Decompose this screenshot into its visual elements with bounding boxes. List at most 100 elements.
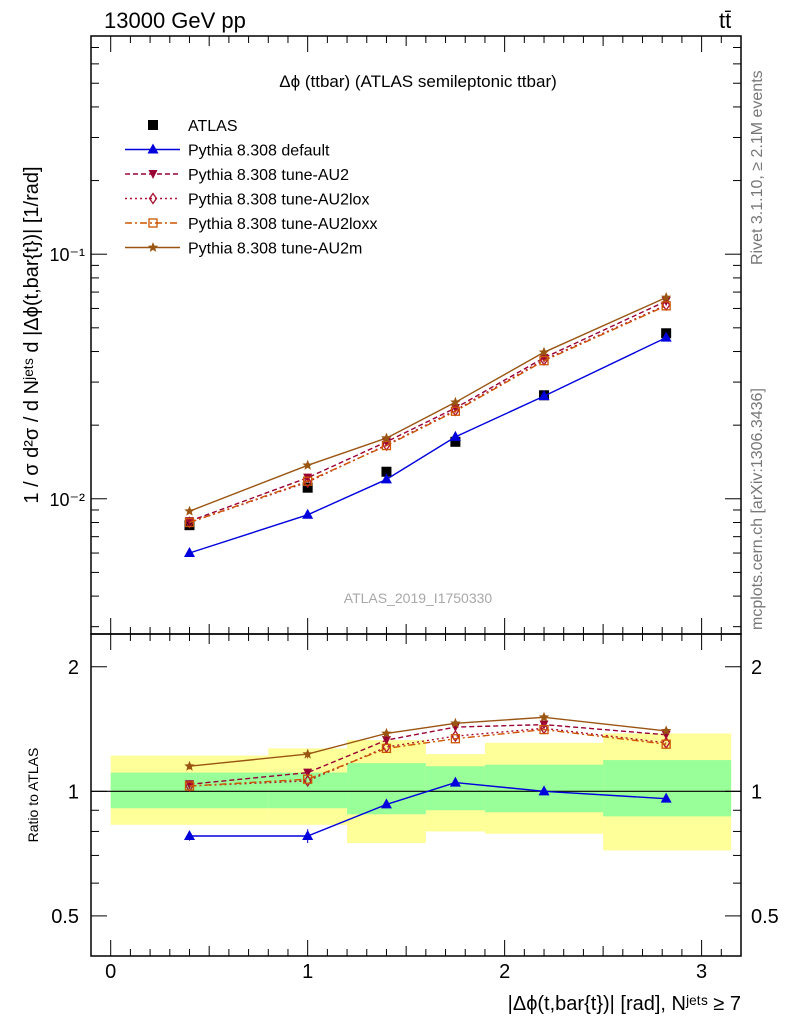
legend-marker — [148, 218, 158, 228]
data-point — [449, 430, 461, 441]
x-tick-label: 1 — [302, 961, 313, 983]
data-point — [302, 459, 313, 470]
ratio-data-point — [381, 743, 392, 754]
legend-entry: Pythia 8.308 tune-AU2lox — [125, 192, 369, 209]
x-tick-label: 2 — [499, 961, 510, 983]
ratio-series-pythia-8-308-tune-au2loxx — [184, 724, 671, 791]
mcplots-reference-label: mcplots.cern.ch [arXiv:1306.3436] — [749, 388, 766, 630]
ratio-data-point — [538, 711, 550, 722]
data-point — [381, 466, 392, 477]
ratio-data-point — [303, 774, 313, 784]
data-point — [183, 547, 195, 558]
series-pythia-8-308-default — [183, 331, 672, 558]
main-plot-title: Δϕ (ttbar) (ATLAS semileptonic ttbar) — [279, 72, 557, 91]
series-line — [189, 300, 667, 522]
series-pythia-8-308-tune-au2loxx — [184, 301, 671, 528]
series-pythia-8-308-tune-au2lox — [185, 298, 671, 529]
data-point — [539, 356, 549, 366]
data-point — [381, 432, 392, 443]
ratio-plot-panel: 0.5 0.5 1 1 2 2 0 1 2 3 Ratio to ATLAS |Δϕ(t,bar{… — [25, 633, 779, 1015]
legend-label: Pythia 8.308 default — [188, 143, 330, 160]
series-pythia-8-308-tune-au2m — [184, 292, 672, 516]
legend-entry: ATLAS — [148, 118, 238, 135]
ratio-data-point — [660, 792, 672, 803]
main-y-tick-label: 10⁻² — [49, 490, 85, 510]
legend-marker — [148, 192, 158, 205]
ratio-data-point — [184, 781, 195, 791]
ratio-data-point — [183, 829, 195, 840]
data-point — [450, 406, 461, 416]
ratio-series-pythia-8-308-tune-au2m — [184, 711, 672, 771]
data-point — [303, 475, 312, 489]
x-tick-label: 0 — [105, 961, 116, 983]
legend-label: Pythia 8.308 tune-AU2m — [188, 241, 362, 258]
main-plot-panel: 10⁻² 10⁻¹ Δϕ (ttbar) (ATLAS semileptonic … — [21, 35, 742, 635]
ratio-data-point — [538, 785, 550, 796]
ratio-data-point — [539, 724, 549, 735]
ratio-data-point — [449, 776, 461, 787]
data-point — [450, 396, 461, 407]
series-line — [189, 296, 667, 512]
legend-label: Pythia 8.308 tune-AU2loxx — [188, 216, 377, 233]
data-point — [184, 517, 194, 527]
data-point — [450, 436, 461, 447]
data-point — [303, 476, 313, 486]
series-line — [189, 336, 667, 554]
ratio-y-tick-label-right: 1 — [751, 781, 762, 803]
series-line — [189, 304, 667, 524]
ratio-y-axis-label: Ratio to ATLAS — [25, 748, 41, 843]
ratio-data-point — [302, 829, 314, 840]
legend: ATLAS Pythia 8.308 default Pythia 8.308 tu… — [125, 118, 377, 258]
data-point — [660, 292, 672, 302]
ratio-data-point — [381, 736, 391, 746]
ratio-y-tick-label: 0.5 — [51, 906, 79, 928]
data-point — [380, 473, 392, 484]
ratio-plot-frame — [90, 633, 742, 957]
data-point — [660, 331, 672, 342]
ratio-data-point — [302, 748, 313, 759]
analysis-watermark: ATLAS_2019_I1750330 — [344, 590, 493, 606]
ratio-data-point — [185, 779, 194, 793]
ratio-data-point — [380, 798, 392, 809]
data-point — [538, 346, 550, 357]
legend-label: Pythia 8.308 tune-AU2 — [188, 167, 349, 184]
x-axis-label: |Δϕ(t,bar{t})| [rad], Nʲᵉᵗˢ ≥ 7 — [508, 993, 741, 1015]
uncertainty-band-inner — [425, 766, 485, 811]
uncertainty-band-inner — [603, 760, 732, 817]
ratio-series-line — [189, 781, 667, 837]
ratio-series-line — [189, 716, 667, 767]
ratio-data-point — [450, 734, 461, 744]
series-pythia-8-308-tune-au2 — [184, 297, 671, 527]
ratio-y-tick-label-right: 0.5 — [751, 906, 779, 928]
main-y-tick-label: 10⁻¹ — [49, 245, 85, 265]
data-point — [184, 517, 195, 528]
ratio-data-point — [303, 768, 313, 778]
legend-label: Pythia 8.308 tune-AU2lox — [188, 192, 369, 209]
data-point — [185, 516, 194, 529]
ratio-data-point — [660, 725, 672, 736]
data-point — [184, 505, 195, 516]
ratio-y-tick-label-right: 2 — [751, 657, 762, 679]
data-point — [661, 301, 671, 311]
ratio-series-line — [189, 723, 667, 785]
legend-entry: Pythia 8.308 tune-AU2m — [125, 241, 362, 258]
ratio-data-point — [450, 717, 461, 728]
legend-marker — [148, 170, 158, 179]
rivet-version-label: Rivet 3.1.10, ≥ 2.1M events — [749, 70, 766, 265]
legend-marker — [148, 120, 158, 130]
legend-entry: Pythia 8.308 tune-AU2loxx — [125, 216, 377, 233]
legend-marker — [147, 242, 159, 252]
x-tick-label: 3 — [696, 961, 707, 983]
header-energy-label: 13000 GeV pp — [104, 8, 246, 33]
data-point — [450, 404, 460, 414]
data-point — [538, 390, 550, 401]
main-y-axis-label: 1 / σ d²σ / d Nʲᵉᵗˢ d |Δϕ(t,bar{t})| [1/… — [21, 166, 43, 503]
data-point — [381, 440, 392, 451]
ratio-data-point — [661, 739, 671, 749]
legend-entry: Pythia 8.308 default — [125, 143, 330, 160]
ratio-series-pythia-8-308-default — [183, 776, 672, 844]
ratio-data-point — [184, 760, 195, 771]
series-line — [189, 305, 667, 524]
legend-label: ATLAS — [188, 118, 238, 135]
